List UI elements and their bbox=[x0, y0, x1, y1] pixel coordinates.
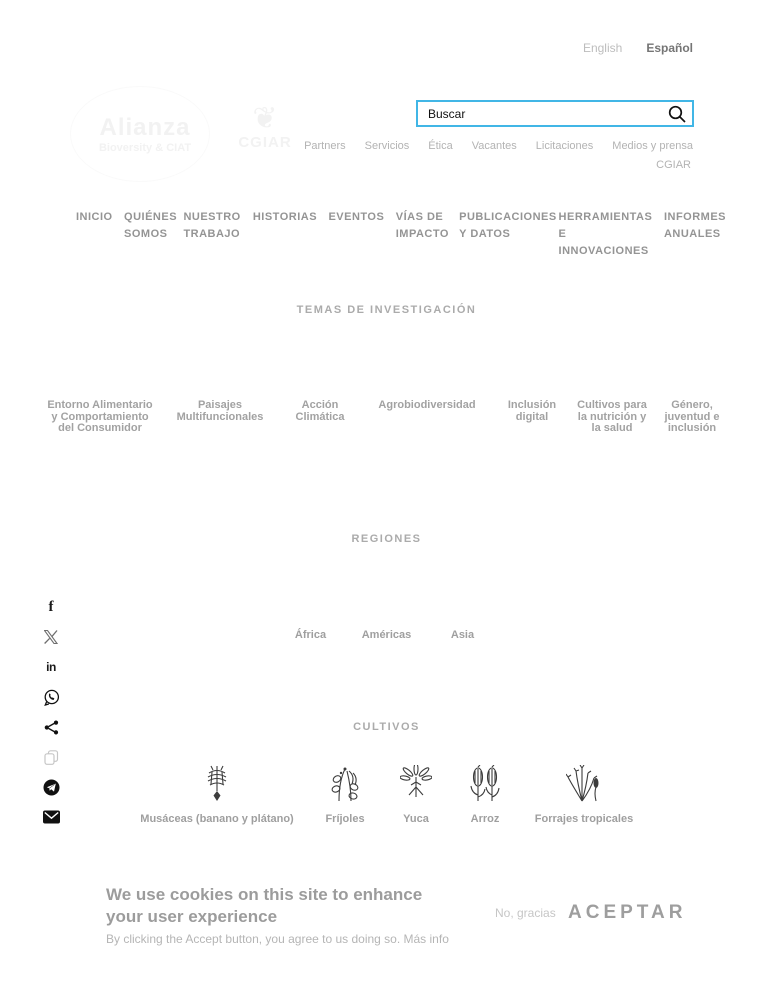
cookie-accept-button[interactable]: ACEPTAR bbox=[568, 902, 687, 923]
logo-circle-decoration bbox=[70, 86, 210, 182]
alliance-logo-title: Alianza bbox=[99, 114, 191, 141]
telegram-icon[interactable] bbox=[42, 778, 60, 796]
regions-row: África Américas Asia bbox=[0, 629, 773, 641]
nav-publicaciones-y-datos[interactable]: PUBLICACIONES Y DATOS bbox=[459, 211, 557, 240]
forages-icon bbox=[489, 765, 679, 803]
nav-eventos[interactable]: EVENTOS bbox=[328, 211, 385, 223]
region-africa[interactable]: África bbox=[294, 629, 327, 641]
crop-arroz[interactable]: Arroz bbox=[450, 765, 520, 825]
cgiar-logo-text: CGIAR bbox=[238, 134, 292, 151]
secondary-nav-cgiar[interactable]: CGIAR bbox=[656, 159, 691, 171]
cookie-banner-body: By clicking the Accept button, you agree… bbox=[106, 932, 449, 946]
cookie-decline-button[interactable]: No, gracias bbox=[495, 906, 556, 920]
cgiar-logo: ❦ CGIAR bbox=[230, 102, 300, 152]
crop-yuca[interactable]: Yuca bbox=[381, 765, 451, 825]
search-box bbox=[416, 100, 694, 127]
topic-cultivos-nutricion-salud[interactable]: Cultivos para la nutrición y la salud bbox=[577, 399, 647, 434]
x-twitter-icon[interactable] bbox=[42, 628, 60, 646]
crop-label: Forrajes tropicales bbox=[534, 813, 634, 825]
facebook-icon[interactable]: f bbox=[48, 598, 54, 615]
crop-label: Arroz bbox=[470, 813, 500, 825]
language-spanish-link[interactable]: Español bbox=[646, 41, 693, 55]
rice-icon bbox=[450, 765, 520, 803]
beans-icon bbox=[310, 765, 380, 803]
cookie-more-info-link[interactable]: Más info bbox=[403, 932, 449, 946]
nav-nuestro-trabajo[interactable]: NUESTRO TRABAJO bbox=[183, 211, 241, 240]
secondary-nav-vacantes[interactable]: Vacantes bbox=[471, 140, 517, 152]
nav-inicio[interactable]: INICIO bbox=[76, 211, 113, 223]
cgiar-logo-mark-icon: ❦ bbox=[252, 102, 278, 135]
copy-link-icon[interactable] bbox=[42, 748, 60, 766]
cookie-banner-heading: We use cookies on this site to enhance y… bbox=[106, 885, 423, 926]
region-asia[interactable]: Asia bbox=[450, 629, 475, 641]
regions-title: REGIONES bbox=[351, 533, 422, 545]
cassava-icon bbox=[381, 765, 451, 803]
topic-accion-climatica[interactable]: Acción Climática bbox=[295, 399, 345, 423]
crop-label: Musáceas (banano y plátano) bbox=[140, 813, 294, 825]
research-topics-title: TEMAS DE INVESTIGACIÓN bbox=[296, 304, 477, 316]
secondary-nav-licitaciones[interactable]: Licitaciones bbox=[535, 140, 594, 152]
site-logo[interactable]: Alianza Bioversity & CIAT ❦ CGIAR bbox=[70, 86, 310, 184]
secondary-nav: Partners Servicios Ética Vacantes Licita… bbox=[304, 140, 693, 152]
social-share-bar: f in bbox=[42, 598, 60, 826]
language-english-link[interactable]: English bbox=[582, 41, 623, 55]
banana-icon bbox=[122, 765, 312, 803]
crop-musaceas[interactable]: Musáceas (banano y plátano) bbox=[122, 765, 312, 825]
topic-paisajes-multifuncionales[interactable]: Paisajes Multifuncionales bbox=[176, 399, 264, 423]
alliance-logo: Alianza Bioversity & CIAT bbox=[70, 114, 220, 154]
crops-title: CULTIVOS bbox=[353, 721, 420, 733]
nav-historias[interactable]: HISTORIAS bbox=[252, 211, 318, 223]
search-icon[interactable] bbox=[667, 104, 687, 124]
nav-informes-anuales[interactable]: INFORMES ANUALES bbox=[663, 211, 727, 240]
secondary-nav-medios[interactable]: Medios y prensa bbox=[612, 140, 693, 152]
crop-frijoles[interactable]: Fríjoles bbox=[310, 765, 380, 825]
nav-quienes-somos[interactable]: QUIÉNES SOMOS bbox=[124, 211, 178, 240]
secondary-nav-servicios[interactable]: Servicios bbox=[364, 140, 410, 152]
region-americas[interactable]: Américas bbox=[361, 629, 412, 641]
crop-label: Yuca bbox=[403, 813, 429, 825]
whatsapp-icon[interactable] bbox=[42, 688, 60, 706]
email-icon[interactable] bbox=[42, 808, 60, 826]
topic-genero-juventud-inclusion[interactable]: Género, juventud e inclusión bbox=[664, 399, 720, 434]
language-switcher: English Español bbox=[583, 41, 693, 55]
nav-vias-de-impacto[interactable]: VÍAS DE IMPACTO bbox=[395, 211, 449, 240]
topic-inclusion-digital[interactable]: Inclusión digital bbox=[507, 399, 557, 423]
main-nav: INICIO QUIÉNES SOMOS NUESTRO TRABAJO HIS… bbox=[76, 209, 726, 260]
secondary-nav-partners[interactable]: Partners bbox=[304, 140, 346, 152]
topic-entorno-alimentario[interactable]: Entorno Alimentario y Comportamiento del… bbox=[47, 399, 153, 434]
topic-agrobiodiversidad[interactable]: Agrobiodiversidad bbox=[378, 399, 476, 411]
linkedin-icon[interactable]: in bbox=[46, 660, 56, 674]
crop-forrajes[interactable]: Forrajes tropicales bbox=[489, 765, 679, 825]
secondary-nav-etica[interactable]: Ética bbox=[428, 140, 453, 152]
search-input[interactable] bbox=[418, 106, 667, 121]
share-icon[interactable] bbox=[42, 718, 60, 736]
nav-herramientas-e-innovaciones[interactable]: HERRAMIENTAS E INNOVACIONES bbox=[558, 211, 653, 257]
cookie-body-text: By clicking the Accept button, you agree… bbox=[106, 932, 404, 946]
alliance-logo-subtitle: Bioversity & CIAT bbox=[98, 142, 192, 154]
crop-label: Fríjoles bbox=[325, 813, 365, 825]
